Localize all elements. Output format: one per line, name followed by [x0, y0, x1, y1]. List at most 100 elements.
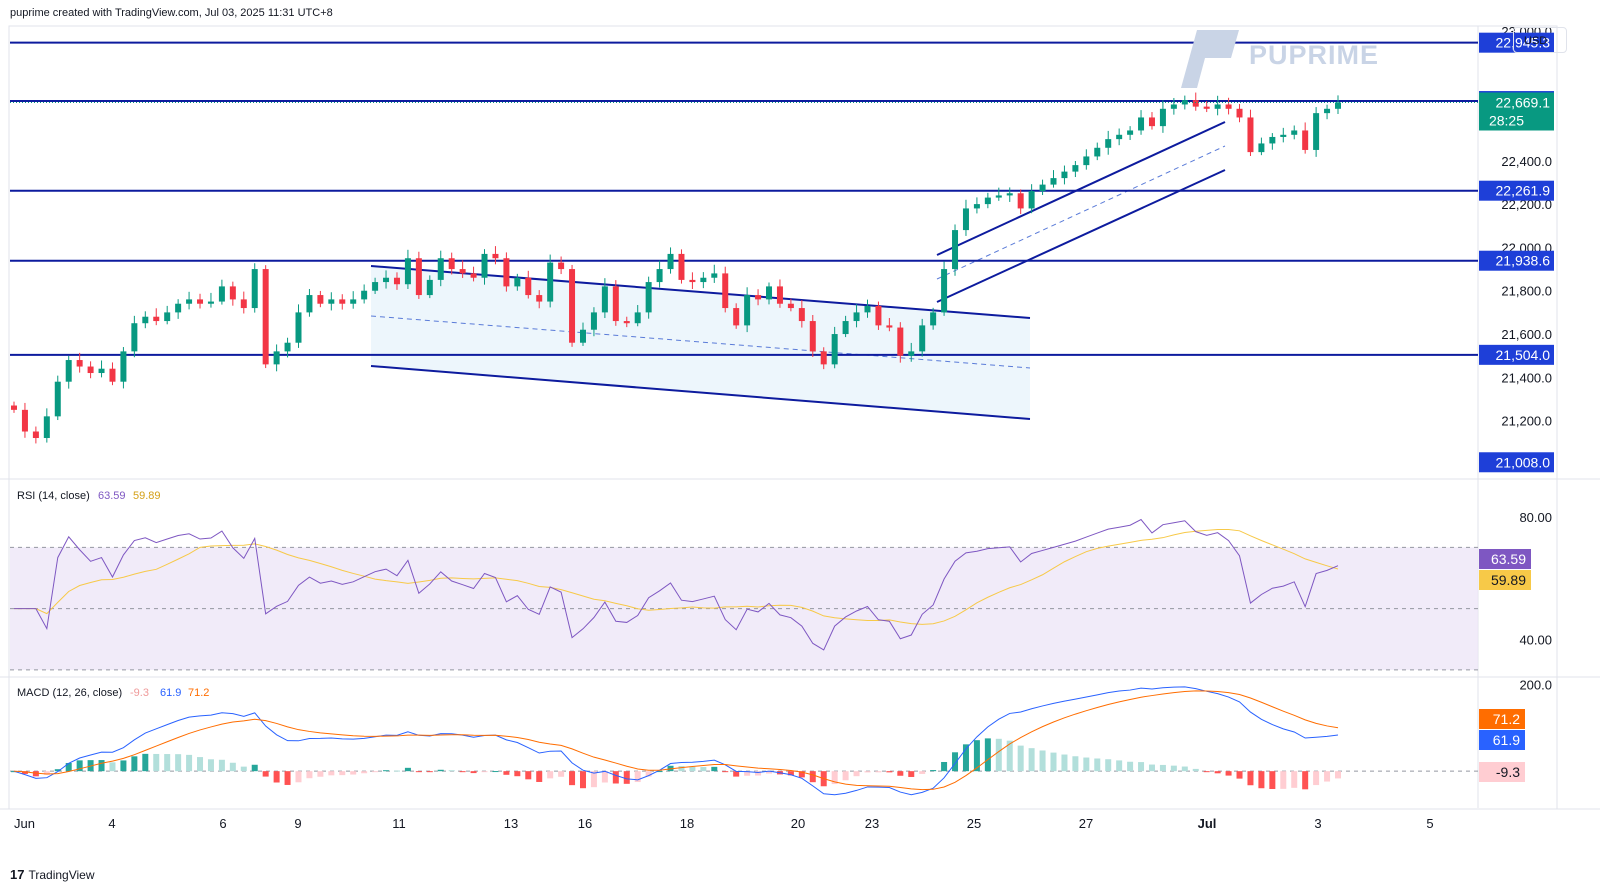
macd-histogram-bar — [525, 771, 532, 780]
time-tick-label: 3 — [1314, 816, 1321, 831]
macd-histogram-bar — [678, 766, 685, 772]
macd-histogram-bar — [514, 771, 521, 777]
macd-histogram-bar — [470, 771, 477, 774]
candle-body — [623, 321, 630, 324]
price-tick-label: 21,800.0 — [1501, 284, 1552, 299]
macd-histogram-bar — [842, 771, 849, 781]
macd-histogram-bar — [1280, 771, 1287, 789]
macd-histogram-bar — [350, 771, 357, 775]
time-tick-label: 20 — [791, 816, 805, 831]
channel-upper-line — [370, 265, 1031, 319]
candle-body — [229, 286, 236, 300]
macd-histogram-bar — [372, 771, 379, 773]
candle-body — [1236, 108, 1243, 118]
candle-body — [437, 258, 444, 280]
macd-histogram-bar — [1170, 765, 1177, 772]
candle-body — [361, 290, 368, 300]
candle-body — [973, 204, 980, 209]
tradingview-logo[interactable]: 17 TradingView — [10, 867, 95, 882]
candle-body — [404, 258, 411, 285]
macd-histogram-bar — [798, 771, 805, 778]
macd-histogram-bar — [76, 760, 83, 772]
candle-body — [415, 258, 422, 296]
tradingview-icon: 17 — [10, 867, 25, 882]
candle-body — [886, 325, 893, 328]
rsi-ma-value-bg — [1479, 570, 1531, 590]
candle-body — [186, 299, 193, 304]
macd-value-bg — [1479, 730, 1525, 750]
macd-histogram-bar — [1006, 740, 1013, 772]
candle-body — [1072, 165, 1079, 172]
signal-value-bg — [1479, 709, 1525, 729]
macd-histogram-bar — [886, 771, 893, 773]
candle-body — [1006, 193, 1013, 196]
macd-histogram-bar — [722, 771, 729, 773]
candle-body — [470, 273, 477, 278]
signal-value-label: 71.2 — [1493, 711, 1520, 727]
candle-body — [853, 312, 860, 322]
rsi-legend-value: 63.59 — [98, 490, 126, 502]
price-tick-label: 21,400.0 — [1501, 370, 1552, 385]
candle-body — [514, 277, 521, 287]
macd-histogram-bar — [306, 771, 313, 779]
macd-line — [13, 686, 1339, 796]
macd-histogram-bar — [361, 771, 368, 774]
chart-caption: puprime created with TradingView.com, Ju… — [10, 7, 333, 19]
macd-histogram-bar — [733, 771, 740, 777]
candle-body — [776, 286, 783, 304]
macd-histogram-bar — [864, 771, 871, 773]
candle-body — [317, 295, 324, 304]
macd-histogram-bar — [1083, 757, 1090, 772]
candle-body — [1105, 139, 1112, 148]
macd-histogram-bar — [1335, 771, 1341, 779]
candle-body — [492, 253, 499, 259]
level-label-bg — [1479, 344, 1554, 365]
last-price-label-bg — [1479, 92, 1554, 131]
candle-body — [240, 299, 247, 309]
macd-histogram-bar — [197, 757, 204, 772]
macd-histogram-bar — [875, 771, 882, 773]
macd-histogram-bar — [1094, 758, 1101, 772]
candle-body — [1028, 191, 1035, 209]
macd-histogram-bar — [755, 771, 762, 776]
macd-histogram-bar — [1050, 752, 1057, 772]
candle-body — [1280, 134, 1287, 137]
candle-body — [1050, 178, 1057, 185]
time-tick-label: 11 — [392, 816, 406, 831]
macd-histogram-bar — [437, 769, 444, 772]
rsi-value-label: 63.59 — [1491, 551, 1526, 567]
macd-histogram-bar — [1028, 748, 1035, 772]
macd-histogram-bar — [448, 770, 455, 772]
candle-body — [689, 279, 696, 283]
macd-histogram-bar — [1127, 761, 1134, 772]
macd-histogram-bar — [1258, 771, 1265, 789]
macd-histogram-bar — [1181, 766, 1188, 772]
candle-body — [612, 286, 619, 322]
candle-body — [941, 269, 948, 313]
candle-body — [897, 327, 904, 356]
macd-histogram-bar — [1116, 760, 1123, 772]
macd-histogram-bar — [503, 771, 510, 775]
candle-body — [131, 323, 138, 352]
macd-histogram-bar — [1313, 771, 1320, 786]
time-tick-label: Jun — [14, 816, 35, 831]
descending-channel-fill — [371, 266, 1030, 419]
time-tick-label: 27 — [1079, 816, 1093, 831]
macd-histogram-bar — [700, 767, 707, 772]
macd-histogram-bar — [1017, 745, 1024, 772]
ascending-channel-mid — [936, 145, 1226, 280]
macd-histogram-bar — [1105, 759, 1112, 772]
candle-body — [952, 230, 959, 270]
candle-body — [164, 312, 171, 322]
macd-histogram-bar — [1039, 750, 1046, 772]
macd-histogram-bar — [1159, 764, 1166, 772]
macd-histogram-bar — [383, 770, 390, 772]
candle-body — [54, 381, 61, 417]
candle-body — [503, 258, 510, 287]
macd-histogram-bar — [962, 744, 969, 772]
candle-body — [98, 368, 105, 374]
macd-value-label: 61.9 — [1493, 732, 1520, 748]
macd-histogram-bar — [229, 762, 236, 772]
currency-label[interactable]: USD — [1513, 27, 1567, 53]
